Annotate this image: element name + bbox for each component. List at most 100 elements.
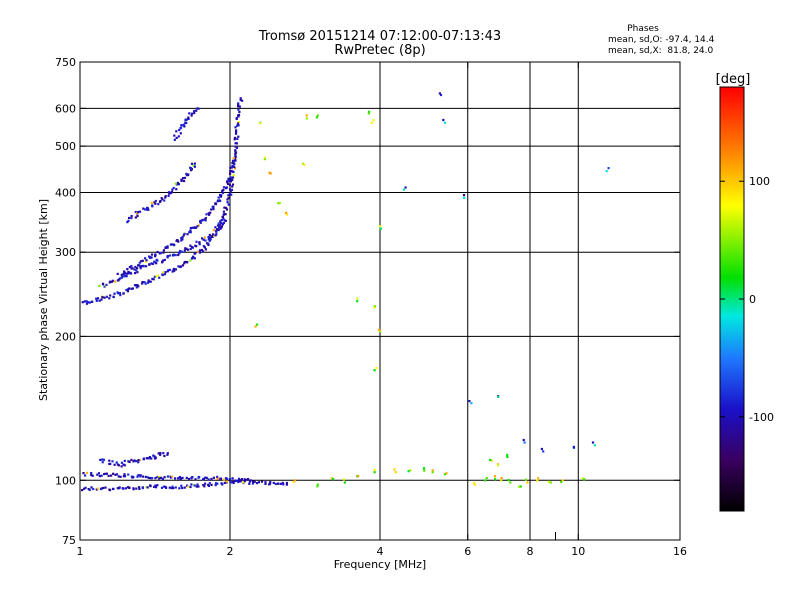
data-point xyxy=(123,475,127,478)
data-point xyxy=(98,284,101,287)
data-point xyxy=(263,156,266,159)
data-point xyxy=(181,236,184,239)
data-point xyxy=(139,474,142,477)
data-point xyxy=(183,486,186,489)
data-point xyxy=(122,292,125,295)
data-point xyxy=(179,132,182,135)
data-point xyxy=(183,232,186,235)
data-point xyxy=(202,238,205,241)
data-point xyxy=(177,253,180,257)
data-point xyxy=(204,482,207,485)
data-point xyxy=(174,477,177,480)
data-point xyxy=(239,479,243,482)
colorbar-tick-label: 100 xyxy=(749,175,770,188)
data-point xyxy=(189,227,192,230)
data-point xyxy=(144,257,147,260)
data-point xyxy=(373,468,376,471)
data-point xyxy=(210,235,214,238)
data-point xyxy=(137,211,140,214)
data-point xyxy=(163,454,166,458)
data-point xyxy=(112,295,115,299)
data-point xyxy=(125,288,128,292)
data-point xyxy=(189,229,192,232)
x-tick-label: 16 xyxy=(673,545,687,558)
data-point xyxy=(135,269,138,272)
data-point xyxy=(224,213,227,216)
data-point xyxy=(493,475,496,478)
data-point xyxy=(139,265,142,268)
data-point xyxy=(231,185,234,188)
data-point xyxy=(192,226,195,229)
data-point xyxy=(230,176,233,179)
data-point xyxy=(234,153,237,156)
data-point xyxy=(237,108,240,111)
data-point xyxy=(157,203,160,206)
data-point xyxy=(142,457,145,460)
data-point xyxy=(234,149,237,152)
data-point xyxy=(166,246,169,249)
data-point xyxy=(143,281,146,284)
y-tick-label: 600 xyxy=(55,102,76,115)
data-point xyxy=(166,453,169,456)
data-point xyxy=(123,271,126,274)
data-point xyxy=(215,228,219,231)
data-point xyxy=(216,224,220,227)
data-point xyxy=(126,221,129,224)
data-point xyxy=(138,486,141,489)
data-point xyxy=(235,117,238,120)
data-point xyxy=(472,482,475,485)
data-point xyxy=(163,273,166,276)
data-point xyxy=(209,211,212,214)
grid-lines xyxy=(80,62,680,540)
data-point xyxy=(103,296,106,299)
data-point xyxy=(187,477,191,481)
data-point xyxy=(221,191,225,194)
data-point xyxy=(214,234,217,237)
data-point xyxy=(230,178,233,181)
data-point xyxy=(150,477,154,480)
data-point xyxy=(393,468,396,471)
data-point xyxy=(214,482,218,485)
data-point xyxy=(83,487,86,490)
data-point xyxy=(150,256,153,259)
data-point xyxy=(202,477,205,480)
data-point xyxy=(148,457,151,460)
data-point xyxy=(123,473,126,476)
data-point xyxy=(160,197,163,200)
data-point xyxy=(373,305,376,308)
data-point xyxy=(174,182,177,185)
data-point xyxy=(156,259,159,262)
data-point xyxy=(164,196,167,199)
data-point xyxy=(264,482,267,485)
data-point xyxy=(207,238,210,241)
data-point xyxy=(135,284,138,287)
data-point xyxy=(173,138,176,141)
data-point xyxy=(179,126,183,129)
data-point xyxy=(203,236,207,239)
data-point xyxy=(506,453,509,456)
data-point xyxy=(605,170,608,173)
data-point xyxy=(235,129,238,132)
data-point xyxy=(185,476,188,479)
data-point xyxy=(238,105,241,108)
data-point xyxy=(98,299,101,302)
data-point xyxy=(83,300,86,303)
data-point xyxy=(220,219,223,222)
data-point xyxy=(523,441,526,444)
data-point xyxy=(526,481,529,484)
data-point xyxy=(185,261,188,264)
x-tick-label: 8 xyxy=(527,545,534,558)
data-point xyxy=(198,251,202,254)
data-point xyxy=(379,227,382,230)
data-point xyxy=(248,482,251,485)
data-point xyxy=(239,97,242,100)
data-point xyxy=(138,487,141,490)
data-point xyxy=(193,109,196,113)
data-point xyxy=(202,250,205,253)
colorbar-label: [deg] xyxy=(716,72,751,87)
data-point xyxy=(150,457,153,460)
data-point xyxy=(208,213,211,216)
data-point xyxy=(162,485,166,488)
data-point xyxy=(127,473,130,476)
